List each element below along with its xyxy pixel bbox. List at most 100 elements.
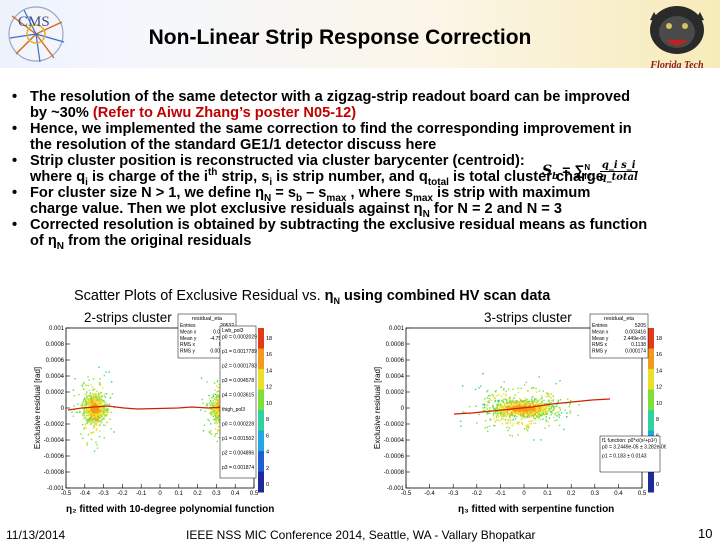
scatter-point — [510, 412, 513, 414]
scatter-point — [90, 395, 92, 397]
scatter-point — [501, 412, 503, 415]
scatter-point — [522, 415, 525, 417]
x-tick-label: 0.4 — [614, 491, 623, 497]
fit-parameter: p2 = 0.0001783 — [222, 364, 257, 370]
scatter-point — [95, 422, 97, 425]
scatter-point — [505, 406, 508, 409]
scatter-point — [538, 402, 540, 405]
scatter-point — [533, 412, 535, 415]
scatter-point — [486, 408, 489, 410]
scatter-point — [527, 407, 529, 410]
scatter-point — [96, 414, 99, 416]
scatter-point — [98, 409, 101, 412]
scatter-point — [547, 409, 550, 412]
scatter-point — [501, 418, 503, 420]
scatter-point — [209, 404, 212, 406]
scatter-point — [99, 392, 101, 395]
scatter-point — [528, 416, 531, 418]
scatter-point — [527, 409, 529, 411]
colorbar-segment — [648, 430, 654, 436]
scatter-point — [208, 394, 210, 397]
colorbar-segment — [258, 479, 264, 485]
scatter-point — [514, 400, 517, 403]
bullet-text: N — [263, 192, 272, 204]
scatter-point — [100, 421, 102, 423]
stats-value: 5205 — [635, 323, 646, 329]
scatter-point — [464, 411, 466, 414]
x-tick-label: -0.1 — [136, 491, 147, 497]
scatter-point — [88, 400, 91, 403]
scatter-point — [494, 408, 496, 410]
scatter-point — [502, 400, 504, 403]
scatter-point — [94, 409, 97, 411]
bullet-text: the resolution of the standard GE1/1 det… — [30, 137, 437, 153]
scatter-point — [211, 396, 213, 399]
scatter-point — [537, 404, 539, 406]
caption-2strip: η₂ fitted with 10-degree polynomial func… — [66, 504, 275, 515]
scatter-point — [526, 401, 528, 403]
scatter-point — [513, 416, 515, 418]
scatter-point — [206, 381, 208, 383]
scatter-point — [532, 417, 534, 419]
scatter-point — [216, 404, 218, 406]
scatter-point — [521, 417, 523, 420]
scatter-point — [504, 411, 507, 413]
colorbar-segment — [258, 352, 264, 358]
scatter-point — [521, 423, 524, 425]
scatter-point — [218, 421, 220, 423]
scatter-point — [85, 416, 87, 418]
y-tick-label: 0.0004 — [46, 374, 65, 380]
scatter-point — [519, 403, 522, 406]
formula-denominator: q_total — [599, 172, 638, 183]
scatter-point — [523, 415, 525, 417]
plot-label-2strip: 2-strips cluster — [84, 310, 172, 325]
scatter-point — [502, 398, 504, 400]
scatter-point — [91, 412, 94, 414]
scatter-point — [217, 416, 219, 419]
scatter-point — [497, 408, 499, 410]
scatter-point — [508, 397, 510, 400]
scatter-point — [482, 407, 484, 409]
scatter-point — [217, 386, 219, 389]
scatter-point — [523, 408, 526, 410]
scatter-point — [90, 402, 92, 405]
scatter-point — [507, 422, 509, 424]
scatter-point — [98, 383, 101, 385]
scatter-point — [524, 403, 527, 405]
colorbar-segment — [648, 360, 654, 366]
scatter-point — [101, 408, 104, 411]
scatter-point — [505, 415, 508, 417]
scatter-point — [99, 382, 101, 384]
scatter-point — [488, 409, 490, 412]
scatter-point — [528, 420, 530, 422]
scatter-point — [535, 407, 538, 409]
scatter-point — [99, 407, 101, 409]
scatter-point — [209, 412, 212, 415]
scatter-point — [91, 386, 94, 388]
scatter-point — [532, 395, 534, 398]
scatter-point — [92, 411, 94, 413]
scatter-point — [538, 399, 540, 401]
scatter-point — [505, 399, 508, 401]
scatter-point — [526, 413, 529, 415]
scatter-point — [496, 406, 499, 408]
colorbar-segment — [648, 483, 654, 489]
scatter-point — [87, 418, 90, 420]
scatter-point — [535, 387, 537, 390]
scatter-point — [514, 395, 516, 397]
x-tick-label: -0.2 — [117, 491, 128, 497]
scatter-point — [100, 419, 102, 422]
scatter-point — [91, 402, 94, 404]
scatter-point — [214, 410, 216, 412]
scatter-point — [214, 403, 217, 406]
scatter-point — [87, 400, 89, 403]
bullet-text: Corrected resolution is obtained by subt… — [30, 217, 648, 233]
scatter-point — [518, 403, 521, 406]
scatter-point — [495, 416, 498, 418]
scatter-point — [90, 400, 92, 402]
colorbar-segment — [648, 373, 654, 378]
colorbar-segment — [258, 340, 264, 345]
scatter-point — [534, 401, 537, 403]
scatter-point — [546, 392, 548, 394]
x-tick-label: -0.3 — [98, 491, 109, 497]
